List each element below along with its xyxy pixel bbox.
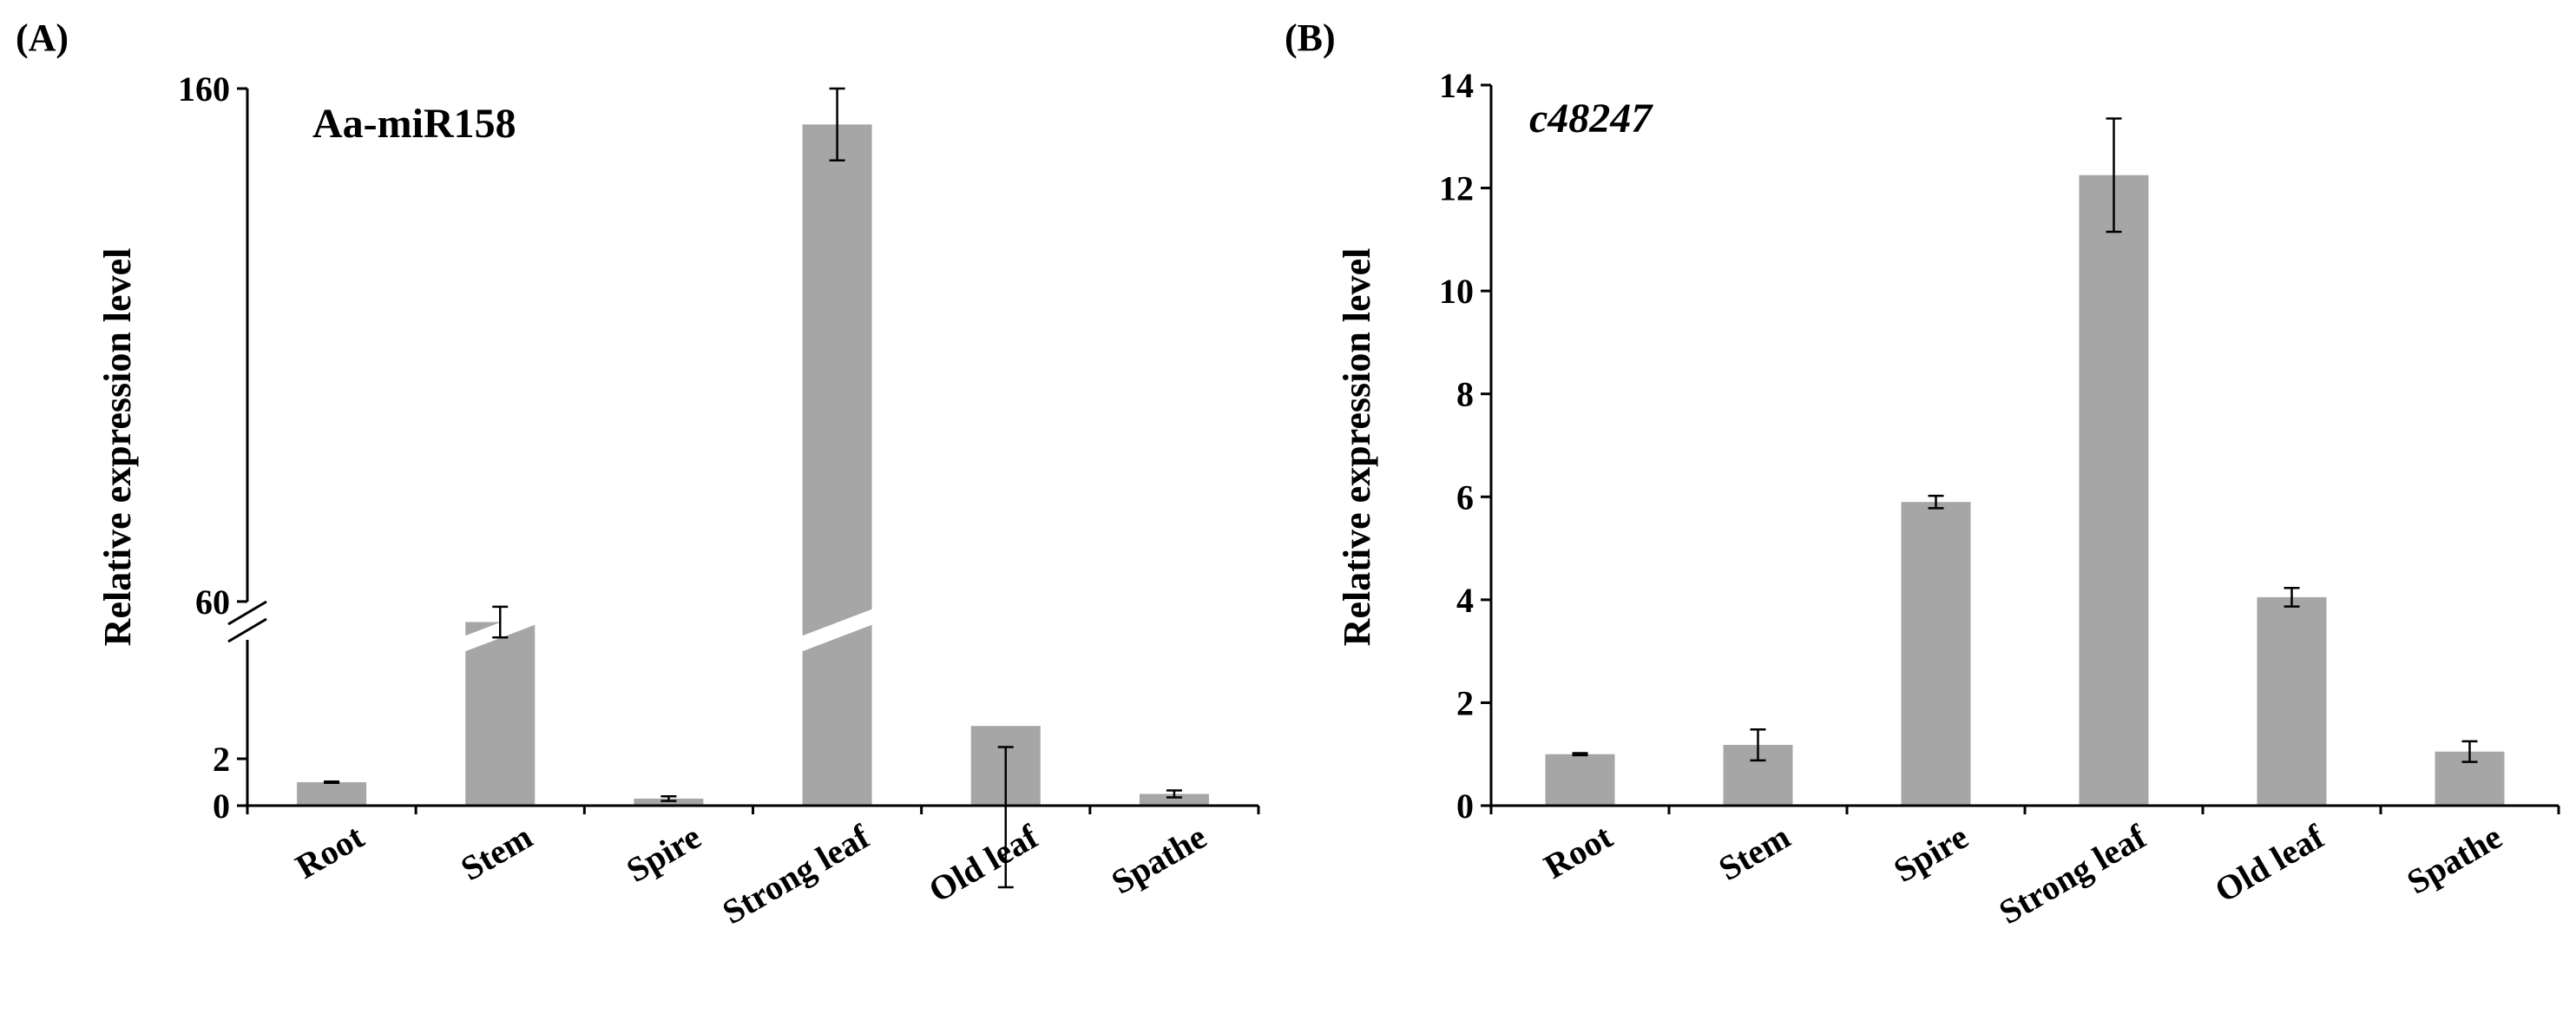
bar-break-a-3 (800, 609, 874, 652)
y-tick-label-b-7: 14 (1439, 66, 1474, 105)
bar-b-0 (1545, 754, 1615, 806)
y-tick-label-b-3: 6 (1456, 477, 1474, 517)
y-tick-label-b-2: 4 (1456, 581, 1474, 620)
axis-break-mark-1 (227, 600, 267, 626)
bar-a-2 (634, 798, 704, 806)
bar-b-3 (2079, 174, 2149, 806)
y-tick-label-a-1: 2 (213, 740, 230, 779)
panel-label-b: (B) (1285, 16, 1336, 59)
axis-break-mark-2 (227, 617, 267, 643)
axes-a (227, 87, 1260, 814)
chart-title-b: c48247 (1529, 95, 1653, 142)
y-tick-label-a-2: 60 (195, 583, 230, 622)
chart-panel-a: (A) Aa-miR158 Relative expression level … (16, 16, 1260, 932)
bar-b-4 (2257, 596, 2327, 806)
y-tick-label-a-0: 0 (213, 787, 230, 826)
chart-title-a: Aa-miR158 (312, 101, 516, 147)
bar-b-2 (1901, 502, 1971, 806)
x-tick-label-b-1: Stem (1712, 817, 1797, 888)
x-tick-label-a-5: Spathe (1105, 817, 1213, 902)
bars-b (1545, 117, 2505, 806)
x-tick-label-a-0: Root (289, 816, 371, 886)
y-tick-label-b-5: 10 (1439, 272, 1474, 311)
y-tick-label-a-3: 160 (178, 69, 230, 109)
bar-a-5 (1139, 793, 1209, 806)
x-tick-label-b-5: Spathe (2400, 817, 2508, 902)
x-tick-label-b-4: Old leaf (2208, 816, 2330, 910)
y-tick-label-b-0: 0 (1456, 787, 1474, 826)
axes-b (1481, 83, 2560, 814)
y-tick-label-b-6: 12 (1439, 169, 1474, 208)
y-axis-label-a: Relative expression level (96, 248, 139, 647)
x-tick-label-b-0: Root (1537, 816, 1619, 886)
chart-panel-b: (B) c48247 Relative expression level Roo… (1285, 16, 2560, 932)
bar-a-1 (465, 622, 536, 806)
y-axis-label-b: Relative expression level (1336, 248, 1378, 647)
bars-a (297, 87, 1209, 889)
y-tick-label-b-1: 2 (1456, 683, 1474, 722)
bar-a-0 (297, 782, 367, 806)
x-tick-label-a-1: Stem (454, 817, 539, 888)
panel-label-a: (A) (16, 16, 69, 59)
x-tick-label-a-3: Strong leaf (716, 816, 877, 932)
x-tick-label-b-3: Strong leaf (1993, 816, 2153, 932)
x-tick-label-a-2: Spire (620, 817, 707, 890)
x-tick-label-a-4: Old leaf (922, 816, 1044, 910)
y-tick-label-b-4: 8 (1456, 375, 1474, 414)
bar-a-3 (802, 124, 872, 806)
x-tick-label-b-2: Spire (1887, 817, 1975, 890)
